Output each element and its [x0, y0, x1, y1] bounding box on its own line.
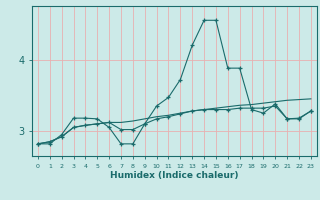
X-axis label: Humidex (Indice chaleur): Humidex (Indice chaleur): [110, 171, 239, 180]
